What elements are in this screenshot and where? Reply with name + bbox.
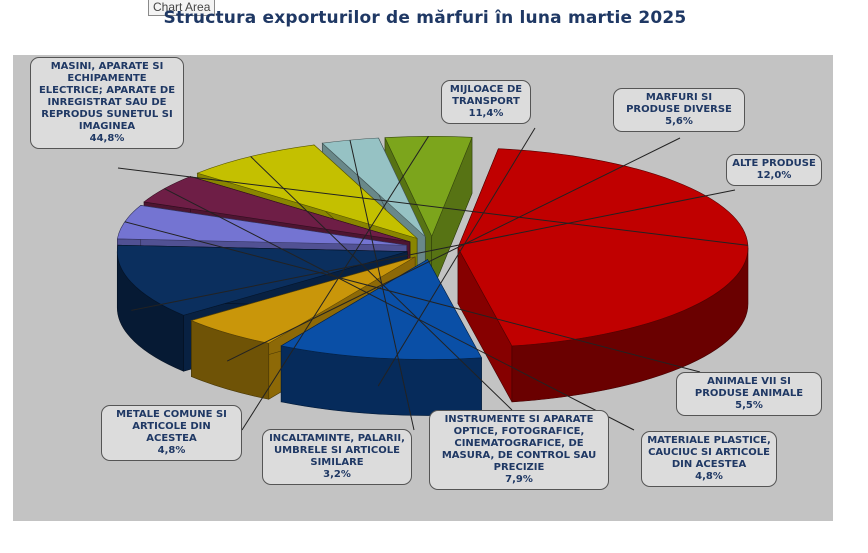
slice-label-marfuri-name: MARFURI SI PRODUSE DIVERSE — [626, 92, 732, 115]
pie-slice-top-marfuri — [190, 256, 416, 344]
slice-label-instrumente: INSTRUMENTE SI APARATE OPTICE, FOTOGRAFI… — [429, 410, 609, 490]
chart-area-tooltip: Chart Area — [148, 0, 216, 16]
leader-lines — [117, 127, 748, 431]
leader-line-metale — [241, 136, 429, 431]
leader-line-masini — [117, 167, 748, 246]
slice-label-alte-name: ALTE PRODUSE — [732, 158, 816, 169]
slice-label-animale: ANIMALE VII SI PRODUSE ANIMALE 5,5% — [676, 372, 822, 416]
slice-label-transport: MIJLOACE DE TRANSPORT 11,4% — [441, 80, 531, 124]
slice-label-incaltaminte-name: INCALTAMINTE, PALARII, UMBRELE SI ARTICO… — [269, 433, 405, 468]
slice-label-transport-value: 11,4% — [468, 108, 504, 119]
slice-label-plastice-value: 4,8% — [695, 471, 723, 482]
leader-line-plastice — [164, 188, 635, 431]
slice-label-metale: METALE COMUNE SI ARTICOLE DIN ACESTEA 4,… — [101, 405, 242, 461]
slice-label-instrumente-name: INSTRUMENTE SI APARATE OPTICE, FOTOGRAFI… — [441, 414, 597, 473]
pie-slice-top-alte — [117, 244, 408, 316]
pie-slices — [116, 136, 749, 416]
slice-label-plastice-name: MATERIALE PLASTICE, CAUCIUC SI ARTICOLE … — [647, 435, 771, 470]
slice-label-transport-name: MIJLOACE DE TRANSPORT — [449, 84, 523, 107]
pie-slice-masini — [457, 148, 749, 403]
slice-label-metale-value: 4,8% — [157, 445, 186, 456]
slice-label-metale-name: METALE COMUNE SI ARTICOLE DIN ACESTEA — [116, 409, 227, 444]
pie-slice-top-transport — [280, 259, 483, 360]
leader-line-alte — [131, 189, 736, 311]
leader-line-marfuri — [226, 137, 681, 362]
slice-label-alte-value: 12,0% — [756, 170, 792, 181]
slice-label-masini-name: MASINI, APARATE SI ECHIPAMENTE ELECTRICE… — [38, 61, 176, 132]
slice-label-animale-value: 5,5% — [735, 400, 763, 411]
leader-line-animale — [124, 221, 701, 373]
leader-line-incaltaminte — [349, 140, 415, 431]
slice-label-alte: ALTE PRODUSE 12,0% — [726, 154, 822, 186]
slice-label-marfuri-value: 5,6% — [665, 116, 693, 127]
slice-label-instrumente-value: 7,9% — [505, 474, 533, 485]
slice-label-marfuri: MARFURI SI PRODUSE DIVERSE 5,6% — [613, 88, 745, 132]
chart-title: Structura exporturilor de mărfuri în lun… — [163, 8, 687, 28]
slice-label-masini: MASINI, APARATE SI ECHIPAMENTE ELECTRICE… — [30, 57, 184, 149]
slice-label-plastice: MATERIALE PLASTICE, CAUCIUC SI ARTICOLE … — [641, 431, 777, 487]
leader-line-transport — [377, 127, 536, 387]
pie-slice-top-masini — [457, 148, 749, 347]
slice-label-animale-name: ANIMALE VII SI PRODUSE ANIMALE — [694, 376, 804, 399]
slice-label-incaltaminte: INCALTAMINTE, PALARII, UMBRELE SI ARTICO… — [262, 429, 412, 485]
slice-label-incaltaminte-value: 3,2% — [323, 469, 351, 480]
slice-label-masini-value: 44,8% — [89, 133, 125, 144]
